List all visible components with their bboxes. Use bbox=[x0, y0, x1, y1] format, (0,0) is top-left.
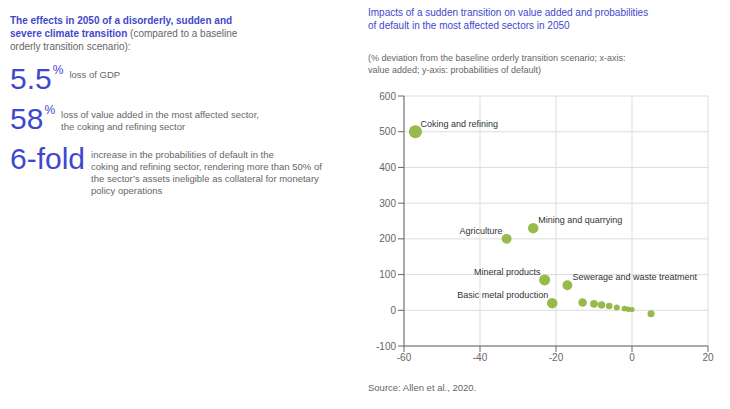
svg-text:Mining and quarrying: Mining and quarrying bbox=[538, 215, 622, 225]
svg-text:Sewerage and waste treatment: Sewerage and waste treatment bbox=[572, 272, 697, 282]
svg-text:300: 300 bbox=[379, 198, 396, 209]
html-text:Source: Allen et al., 2020.: Source: Allen et al., 2020. bbox=[368, 382, 477, 393]
html-text:The effects in 2050 of a disor: The effects in 2050 of a disorderly, sud… bbox=[10, 15, 238, 52]
html-text:loss of GDP: loss of GDP bbox=[69, 69, 121, 80]
svg-text:200: 200 bbox=[379, 233, 396, 244]
svg-text:500: 500 bbox=[379, 126, 396, 137]
html-text:increase in the probabilities: increase in the probabilities of default… bbox=[91, 149, 322, 196]
html-text:5.5: 5.5 bbox=[10, 62, 52, 95]
svg-text:100: 100 bbox=[379, 269, 396, 280]
svg-text:-60: -60 bbox=[397, 352, 412, 363]
svg-text:400: 400 bbox=[379, 162, 396, 173]
svg-text:20: 20 bbox=[702, 352, 714, 363]
svg-text:0: 0 bbox=[629, 352, 635, 363]
svg-text:-20: -20 bbox=[549, 352, 564, 363]
html-text:58: 58 bbox=[10, 102, 44, 135]
html-text:(% deviation from the baseline: (% deviation from the baseline orderly t… bbox=[368, 53, 626, 75]
svg-text:Mineral products: Mineral products bbox=[474, 267, 541, 277]
html-text:Impacts of a sudden transition: Impacts of a sudden transition on value … bbox=[368, 7, 649, 31]
svg-text:Coking and refining: Coking and refining bbox=[420, 119, 498, 129]
svg-text:-100: -100 bbox=[376, 341, 396, 352]
svg-text:Basic metal production: Basic metal production bbox=[457, 290, 548, 300]
svg-text:0: 0 bbox=[390, 305, 396, 316]
svg-text:Agriculture: Agriculture bbox=[460, 226, 503, 236]
html-text:loss of value added in the mos: loss of value added in the most affected… bbox=[61, 109, 259, 132]
svg-text:-40: -40 bbox=[473, 352, 488, 363]
html-text:6-fold: 6-fold bbox=[10, 142, 85, 175]
svg-text:600: 600 bbox=[379, 91, 396, 102]
